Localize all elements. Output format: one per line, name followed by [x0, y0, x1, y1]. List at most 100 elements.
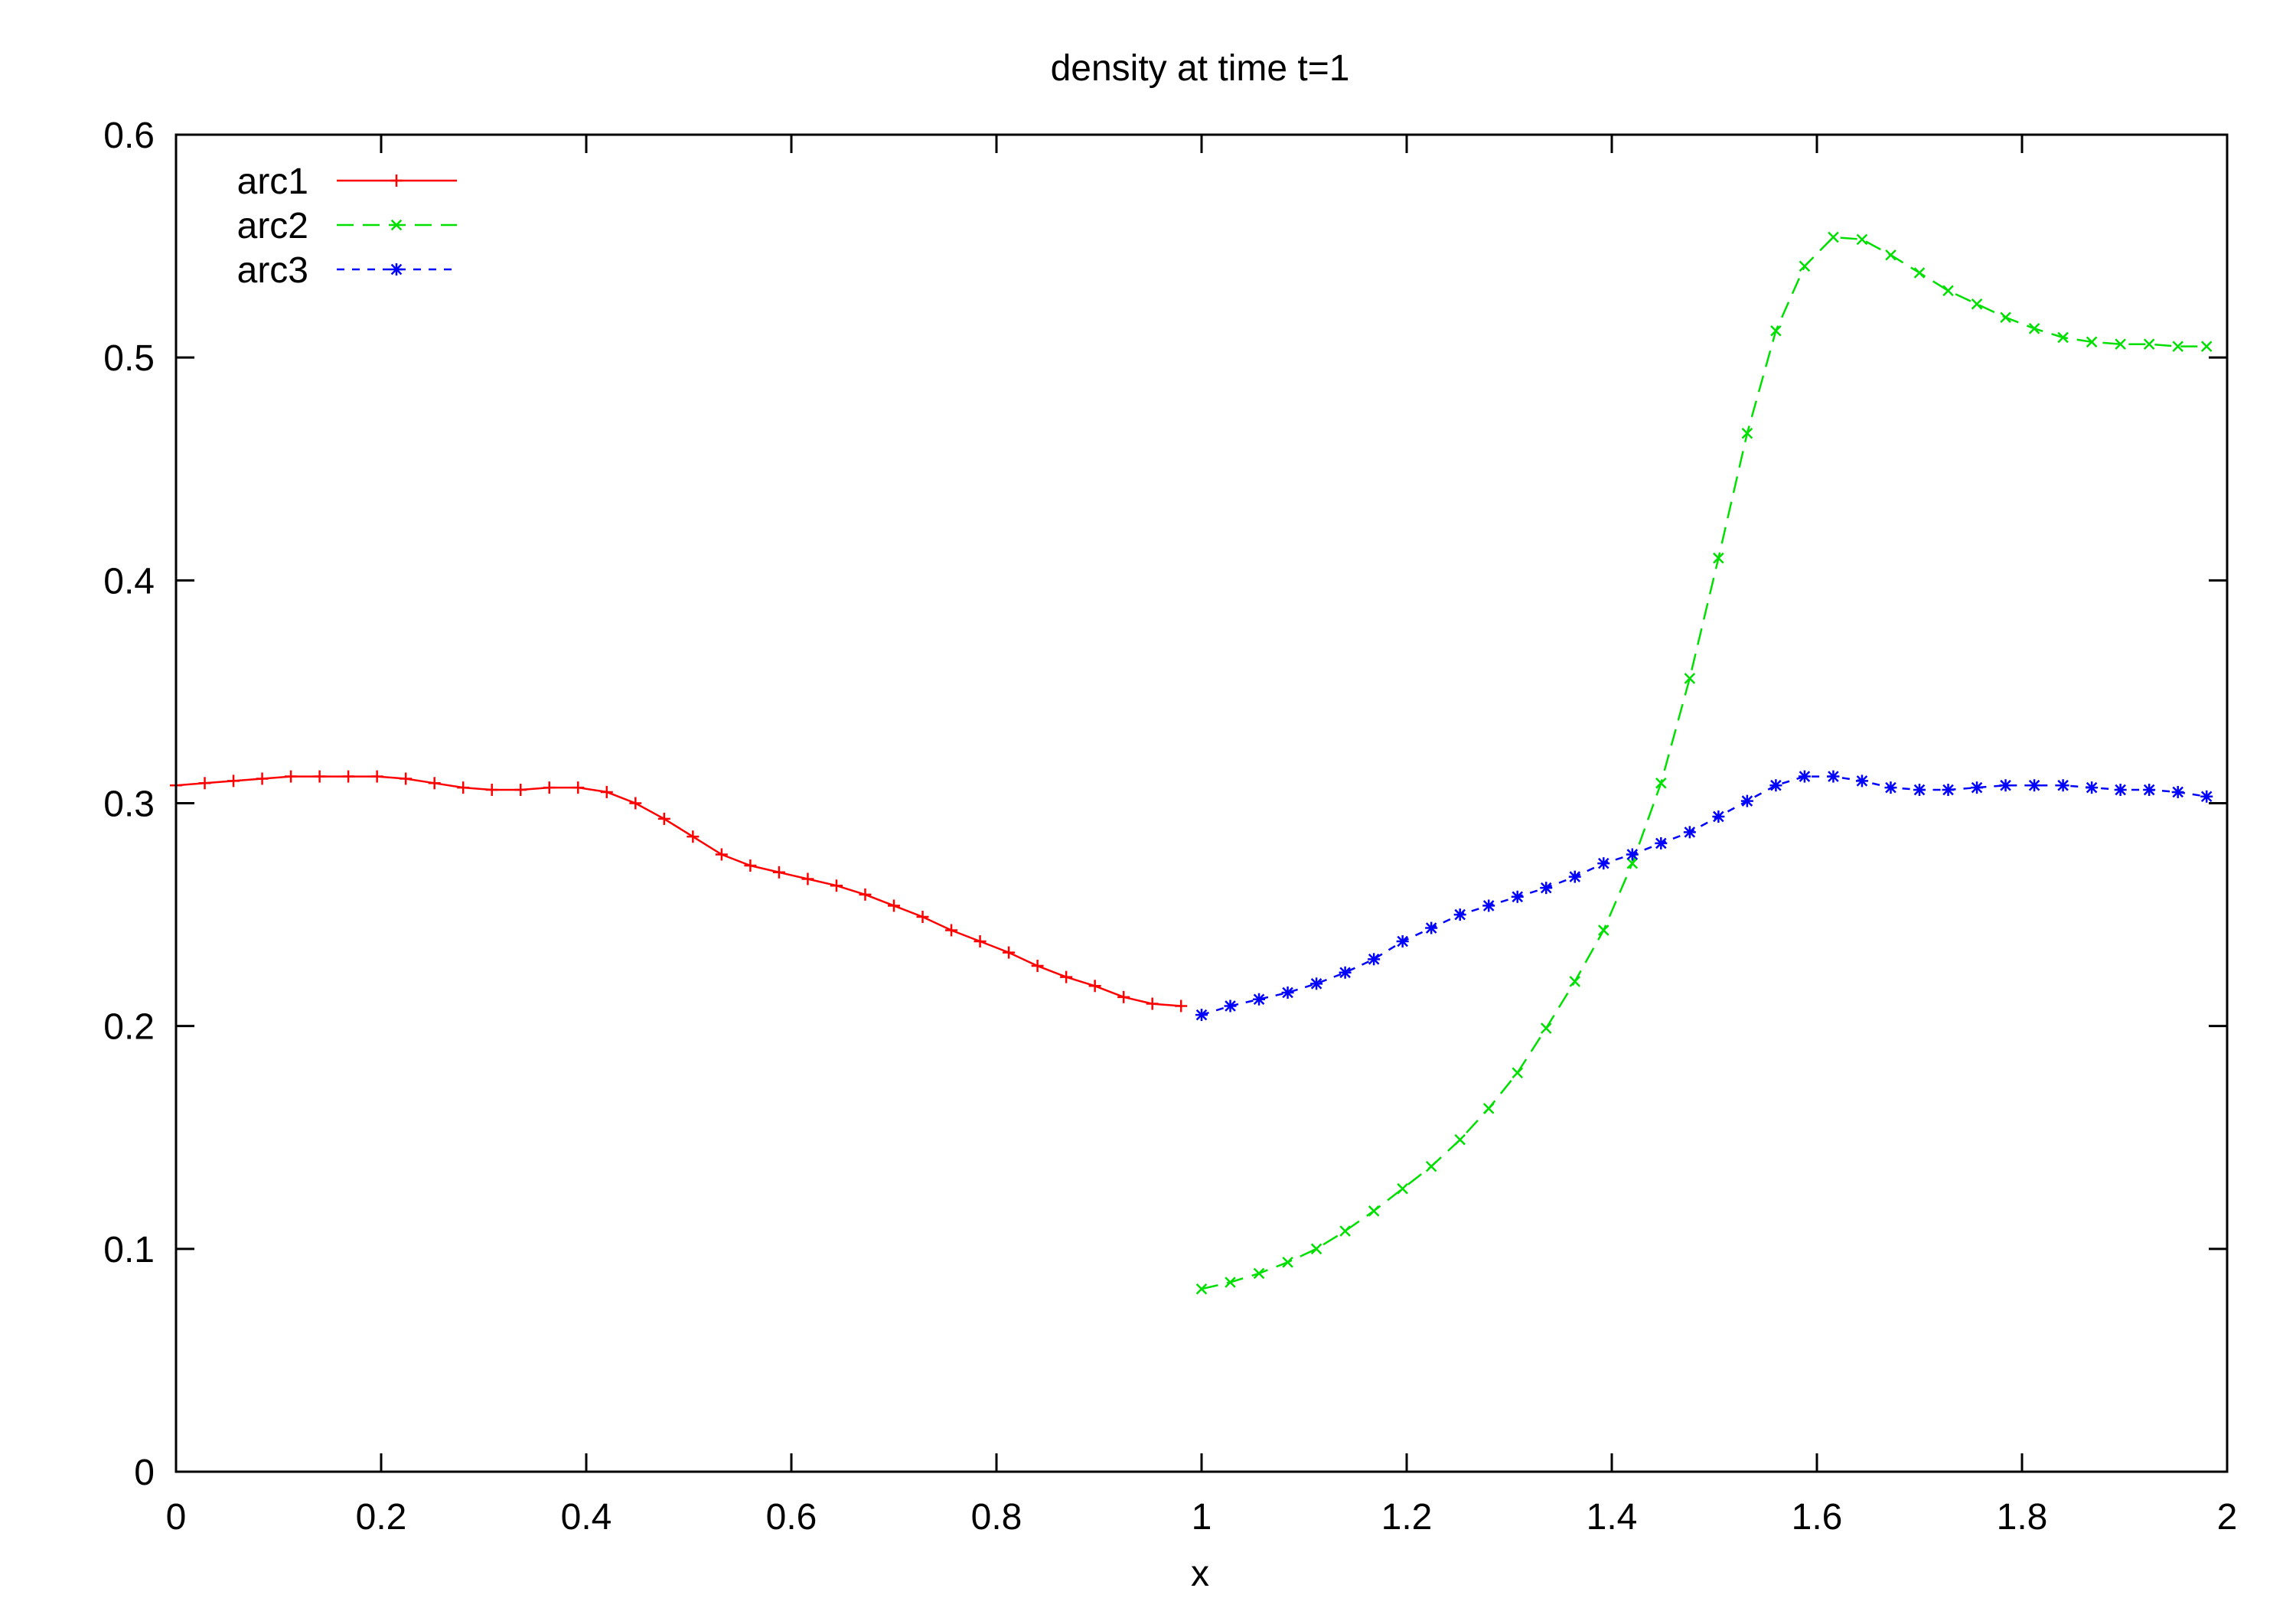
data-point-arc3: [1769, 779, 1782, 792]
data-point-arc3-stroke: [2057, 779, 2069, 791]
data-point-arc1: [572, 781, 585, 794]
data-point-arc2: [1684, 673, 1696, 684]
data-point-arc3: [1999, 779, 2012, 792]
data-point-arc3: [1712, 810, 1725, 823]
data-point-arc1: [974, 935, 987, 948]
data-point-arc2: [1482, 1103, 1495, 1114]
data-point-arc3: [1482, 899, 1495, 912]
legend-label-arc3: arc3: [237, 250, 308, 291]
data-point-arc2-stroke: [2143, 338, 2155, 350]
data-point-arc2: [1512, 1067, 1524, 1079]
data-point-arc2: [2028, 323, 2040, 334]
data-point-arc1: [859, 888, 872, 901]
data-point-arc1: [888, 899, 900, 912]
data-point-arc3: [1281, 986, 1294, 999]
y-tick-label: 0.3: [103, 784, 155, 825]
data-point-arc1: [1031, 960, 1044, 973]
data-point-arc2-stroke: [1942, 285, 1954, 297]
data-point-arc3: [1597, 857, 1610, 870]
data-point-arc3: [1971, 781, 1984, 794]
data-point-arc2-stroke: [2115, 338, 2126, 350]
data-point-arc3: [1855, 775, 1868, 788]
data-point-arc2-stroke: [1512, 1067, 1524, 1079]
x-tick-label: 0.6: [766, 1497, 817, 1538]
data-point-arc3-stroke: [2028, 779, 2040, 791]
data-point-arc3: [1453, 908, 1466, 921]
data-point-arc3-stroke: [1397, 935, 1408, 947]
data-point-arc3-stroke: [2086, 781, 2098, 794]
data-point-arc3: [1339, 966, 1352, 979]
data-point-arc3-stroke: [2115, 784, 2126, 796]
data-point-arc2-stroke: [1482, 1103, 1495, 1114]
data-point-arc3-stroke: [1225, 1000, 1236, 1012]
data-point-arc2: [1597, 925, 1609, 936]
data-point-arc1: [400, 772, 413, 785]
data-point-arc1: [457, 781, 470, 794]
data-point-arc1: [370, 770, 383, 783]
data-point-arc2-stroke: [2000, 311, 2011, 324]
data-point-arc3-stroke: [1741, 795, 1753, 807]
data-point-arc1: [428, 777, 441, 790]
data-point-arc3: [1626, 848, 1639, 861]
data-point-arc3: [1396, 935, 1409, 948]
legend-marker-arc1: [390, 174, 403, 187]
data-point-arc2-stroke: [1770, 324, 1782, 337]
data-point-arc3: [2086, 781, 2099, 794]
data-point-arc2: [1225, 1277, 1236, 1288]
data-point-arc2: [1799, 260, 1811, 272]
y-tick-label: 0.1: [103, 1230, 155, 1270]
data-point-arc1: [744, 859, 757, 872]
data-point-arc3: [1683, 826, 1696, 839]
data-point-arc2-stroke: [1397, 1182, 1408, 1195]
x-tick-label: 1.4: [1587, 1497, 1638, 1538]
data-point-arc2: [1741, 427, 1753, 439]
data-point-arc2: [2057, 331, 2069, 344]
data-point-arc2: [1425, 1160, 1437, 1172]
data-point-arc3-stroke: [1282, 986, 1293, 999]
x-tick-label: 1.2: [1381, 1497, 1433, 1538]
data-point-arc2-stroke: [1253, 1267, 1265, 1280]
data-point-arc2: [1913, 267, 1926, 279]
chart-title: density at time t=1: [1051, 48, 1350, 89]
legend-marker-arc2: [390, 219, 403, 231]
data-point-arc1: [1060, 970, 1073, 983]
data-point-arc2-stroke: [1885, 249, 1896, 261]
data-point-arc3-stroke: [1454, 908, 1466, 921]
data-point-arc3-stroke: [1655, 837, 1667, 850]
data-point-arc2: [1282, 1257, 1293, 1268]
data-point-arc3-stroke: [2143, 784, 2155, 796]
data-point-arc2: [1828, 231, 1839, 243]
data-point-arc2: [1253, 1267, 1265, 1280]
data-point-arc1: [715, 848, 728, 861]
data-point-arc3: [2143, 784, 2156, 797]
data-point-arc2-stroke: [1713, 552, 1724, 564]
data-point-arc3-stroke: [1569, 871, 1581, 882]
data-point-arc3: [1368, 953, 1381, 966]
data-point-arc3: [1540, 882, 1553, 895]
data-point-arc3-stroke: [1971, 781, 1983, 794]
legend-marker-arc2-stroke: [390, 219, 403, 231]
data-point-arc2-stroke: [1195, 1283, 1208, 1295]
data-point-arc2-stroke: [1454, 1133, 1466, 1146]
data-point-arc3: [1224, 1000, 1237, 1013]
data-point-arc2-stroke: [2028, 323, 2040, 334]
data-point-arc3-stroke: [1310, 978, 1322, 990]
data-point-arc2-stroke: [2057, 331, 2069, 344]
plot-area: 0 0.2 0.4 0.6 0.8 1 1.2 1.4 1.6 1.8 2 0 0.1 0.2 0.3 0.4…: [103, 116, 2237, 1538]
data-point-arc1: [1146, 997, 1159, 1010]
data-point-arc3-stroke: [1540, 882, 1552, 894]
data-point-arc1: [600, 785, 613, 798]
data-point-arc2: [2086, 336, 2098, 348]
data-point-arc2-stroke: [2200, 341, 2213, 352]
series-line-arc2: [1201, 236, 2207, 1290]
legend-marker-arc3: [390, 263, 403, 276]
y-tick-label: 0.4: [103, 561, 155, 602]
data-point-arc3: [1913, 784, 1926, 797]
data-point-arc3-stroke: [1913, 784, 1926, 796]
data-point-arc1: [256, 772, 269, 785]
y-tick-label: 0.6: [103, 116, 155, 156]
data-point-arc1: [198, 777, 211, 790]
